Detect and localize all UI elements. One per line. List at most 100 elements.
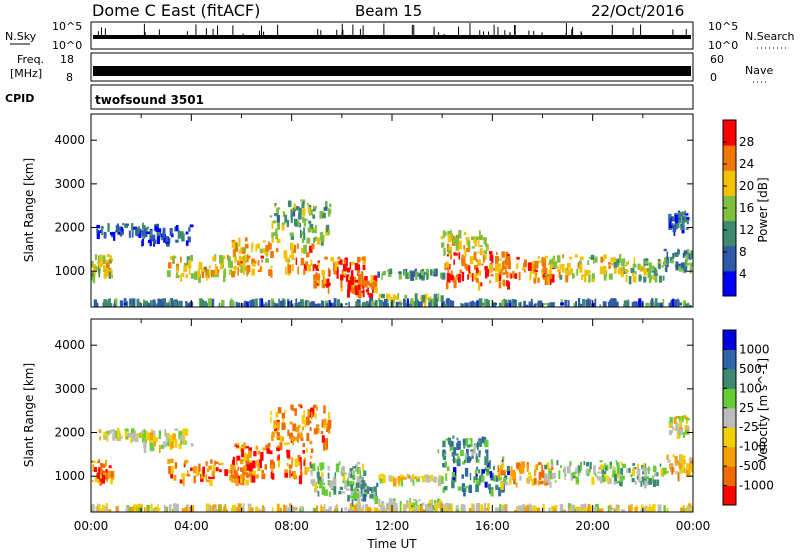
range-gate-cell [607, 301, 612, 307]
range-gate-cell [600, 464, 604, 470]
range-gate-cell [183, 262, 187, 267]
range-gate-cell [344, 257, 348, 267]
range-gate-cell [569, 256, 573, 260]
range-gate-cell [230, 508, 234, 512]
range-gate-cell [237, 503, 242, 512]
range-gate-cell [486, 467, 489, 473]
range-gate-cell [369, 282, 372, 288]
range-gate-cell [500, 464, 504, 471]
range-gate-cell [300, 461, 302, 471]
range-gate-cell [550, 461, 554, 468]
range-gate-cell [337, 256, 341, 260]
range-gate-cell [688, 457, 693, 462]
range-gate-cell [684, 429, 688, 435]
range-gate-cell [522, 504, 526, 512]
range-gate-cell [688, 464, 691, 470]
range-gate-cell [544, 255, 549, 259]
range-gate-cell [339, 259, 343, 265]
range-gate-cell [270, 471, 273, 479]
range-gate-cell [682, 467, 685, 470]
range-gate-cell [398, 477, 401, 487]
range-gate-cell [377, 297, 381, 302]
range-gate-cell [245, 301, 249, 307]
range-gate-cell [366, 486, 370, 495]
range-gate-cell [677, 211, 682, 219]
range-gate-cell [285, 266, 287, 275]
range-gate-cell [450, 229, 452, 233]
range-gate-cell [293, 208, 296, 212]
range-gate-cell [300, 257, 305, 266]
date-label: 22/Oct/2016 [591, 2, 684, 20]
range-gate-cell [371, 487, 373, 494]
range-gate-cell [276, 207, 281, 210]
range-gate-cell [502, 272, 506, 275]
range-gate-cell [410, 476, 413, 483]
range-gate-cell [679, 302, 683, 306]
range-gate-cell [218, 463, 222, 466]
range-gate-cell [478, 480, 481, 486]
range-gate-cell [543, 303, 547, 306]
range-gate-cell [132, 298, 136, 307]
range-gate-cell [259, 248, 263, 254]
range-gate-cell [616, 472, 620, 479]
range-gate-cell [585, 468, 590, 476]
freq-trace [93, 66, 691, 76]
range-gate-cell [450, 270, 453, 278]
range-gate-cell [673, 299, 678, 307]
range-gate-cell [674, 215, 678, 224]
colorbar-segment [723, 368, 736, 389]
range-gate-cell [170, 473, 174, 479]
range-gate-cell [414, 268, 417, 272]
range-gate-cell [455, 505, 459, 512]
range-gate-cell [484, 243, 488, 247]
range-gate-cell [264, 251, 268, 256]
range-gate-cell [397, 476, 400, 485]
range-gate-cell [672, 454, 675, 458]
range-gate-cell [424, 293, 428, 300]
range-gate-cell [352, 466, 357, 469]
range-gate-cell [416, 478, 420, 482]
x-tick-label: 08:00 [274, 519, 309, 533]
range-gate-cell [682, 455, 686, 459]
range-gate-cell [600, 256, 604, 263]
range-gate-cell [277, 459, 281, 468]
range-gate-cell [357, 497, 361, 505]
range-gate-cell [493, 475, 498, 482]
range-gate-cell [614, 473, 617, 478]
colorbar-tick-label: 1000 [739, 342, 770, 356]
range-gate-cell [686, 463, 691, 469]
range-gate-cell [471, 451, 475, 456]
range-gate-cell [232, 465, 236, 470]
range-gate-cell [136, 298, 140, 307]
range-gate-cell [284, 469, 289, 478]
range-gate-cell [581, 274, 586, 278]
range-gate-cell [453, 447, 457, 454]
range-gate-cell [485, 449, 489, 454]
range-gate-cell [142, 230, 147, 238]
range-gate-cell [245, 460, 250, 467]
range-gate-cell [357, 284, 361, 291]
range-gate-cell [232, 475, 236, 479]
range-gate-cell [489, 471, 493, 478]
range-gate-cell [235, 445, 240, 448]
range-gate-cell [282, 504, 285, 512]
range-gate-cell [242, 503, 245, 512]
range-gate-cell [464, 455, 468, 461]
range-gate-cell [101, 474, 106, 484]
range-gate-cell [271, 507, 274, 512]
range-gate-cell [514, 273, 518, 279]
range-gate-cell [687, 262, 690, 266]
range-gate-cell [349, 262, 352, 270]
range-gate-cell [653, 472, 656, 477]
range-gate-cell [294, 458, 299, 468]
range-gate-cell [323, 207, 326, 212]
range-gate-cell [446, 273, 451, 283]
range-gate-cell [352, 285, 355, 294]
velocity-colorbar-label: Velocity [m s^-1] [756, 358, 770, 462]
range-gate-cell [270, 410, 273, 416]
range-gate-cell [589, 256, 592, 260]
range-gate-cell [490, 472, 494, 481]
range-gate-cell [311, 243, 315, 250]
range-gate-cell [433, 503, 436, 511]
beam-label: Beam 15 [355, 2, 422, 20]
